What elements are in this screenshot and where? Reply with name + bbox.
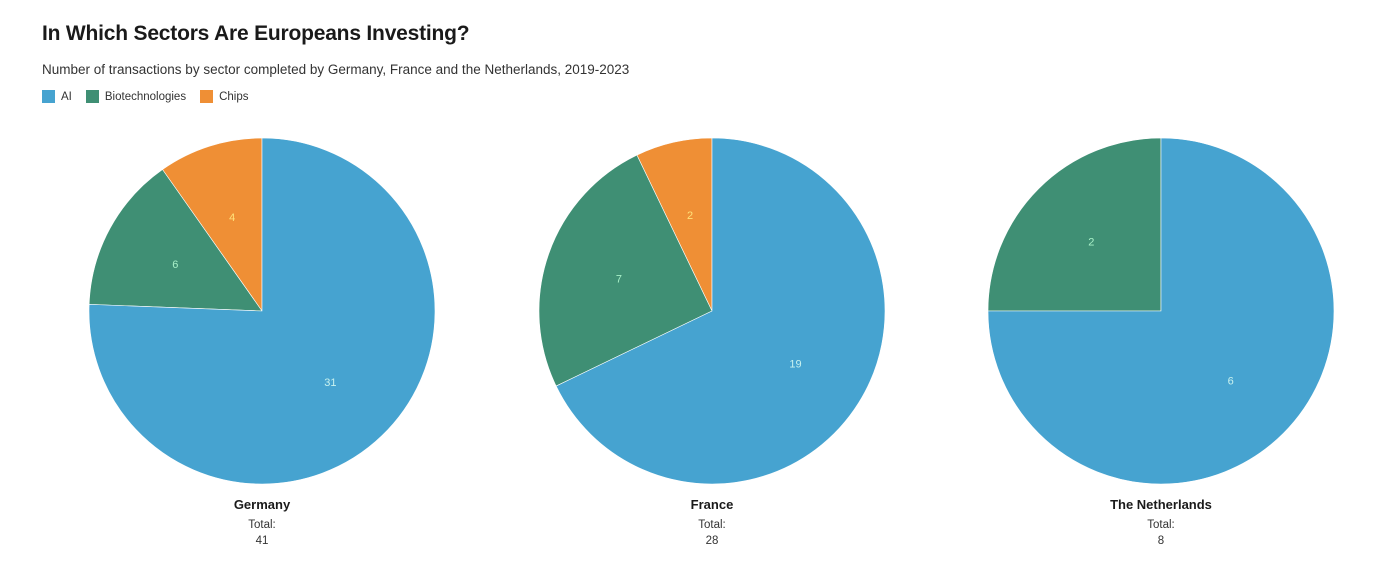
pie-germany: 4 6 31 Germany Total: 41 <box>88 137 436 547</box>
pie-total-value: 41 <box>256 535 269 547</box>
slice-value-label: 31 <box>324 377 336 389</box>
pie-name: The Netherlands <box>1110 497 1212 512</box>
pie-total-value: 8 <box>1158 535 1164 547</box>
slice-the-netherlands-biotechnologies[interactable] <box>987 137 1162 312</box>
slice-germany-chips[interactable] <box>162 137 263 312</box>
slice-value-label: 19 <box>789 358 801 370</box>
pie-total-label: Total: <box>248 519 276 531</box>
legend-item-biotechnologies[interactable]: Biotechnologies <box>85 90 187 103</box>
chart-subtitle: Number of transactions by sector complet… <box>42 62 630 77</box>
legend-label-chips: Chips <box>219 90 249 103</box>
slice-france-biotechnologies[interactable] <box>538 154 713 387</box>
slice-value-label: 6 <box>1228 376 1234 388</box>
slice-value-label: 2 <box>1088 236 1094 248</box>
legend: AI Biotechnologies Chips <box>42 90 248 103</box>
legend-swatch-biotechnologies <box>85 90 99 103</box>
slice-the-netherlands-ai[interactable] <box>987 137 1335 485</box>
slice-germany-biotechnologies[interactable] <box>88 169 263 312</box>
slice-value-label: 4 <box>229 212 235 224</box>
legend-label-biotechnologies: Biotechnologies <box>104 90 187 103</box>
legend-swatch-chips <box>200 90 214 103</box>
chart-title: In Which Sectors Are Europeans Investing… <box>42 22 470 45</box>
slice-value-label: 7 <box>616 273 622 285</box>
legend-label-ai: AI <box>61 90 72 103</box>
pie-name: France <box>691 497 734 512</box>
legend-item-chips[interactable]: Chips <box>200 90 248 103</box>
pie-total-value: 28 <box>706 535 719 547</box>
legend-item-ai[interactable]: AI <box>42 90 72 103</box>
slice-value-label: 6 <box>172 259 178 271</box>
slice-germany-ai[interactable] <box>88 137 436 485</box>
pie-total-label: Total: <box>698 519 726 531</box>
pie-the-netherlands: 2 6 The Netherlands Total: 8 <box>987 137 1335 547</box>
pie-total-label: Total: <box>1147 519 1175 531</box>
legend-swatch-ai <box>42 90 55 103</box>
slice-france-ai[interactable] <box>555 137 886 485</box>
pie-france: 2 7 19 France Total: 28 <box>538 137 886 547</box>
pie-name: Germany <box>234 497 291 512</box>
slice-value-label: 2 <box>687 210 693 222</box>
